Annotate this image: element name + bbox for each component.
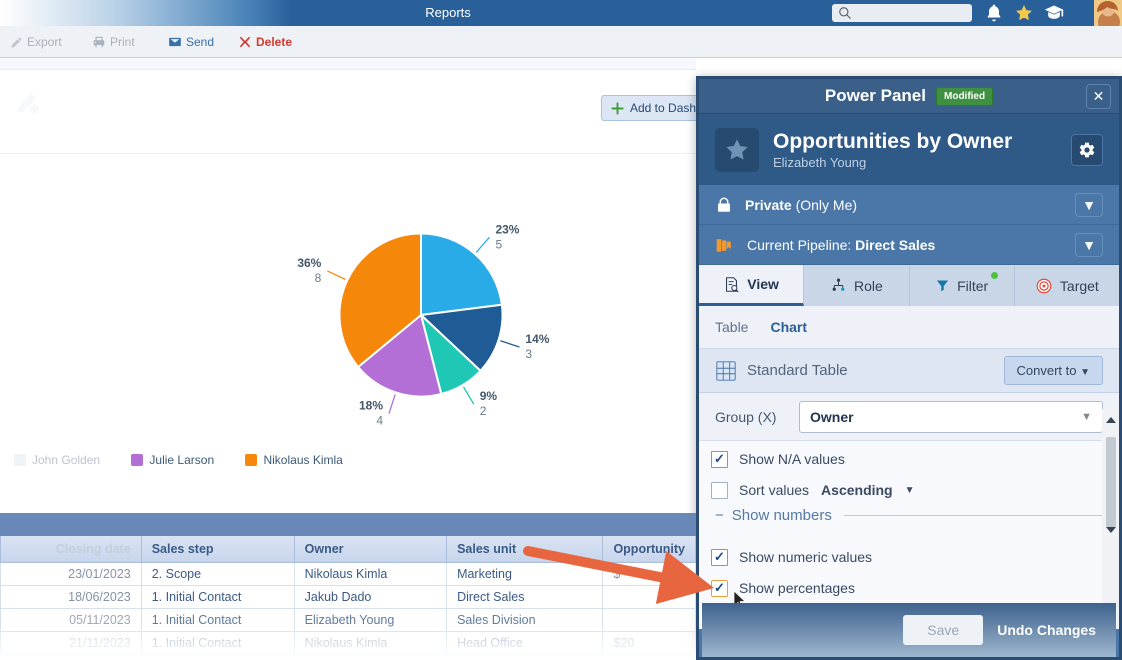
svg-text:14%: 14% <box>525 332 549 346</box>
svg-text:8: 8 <box>315 271 322 285</box>
svg-text:18%: 18% <box>359 398 383 412</box>
svg-text:3: 3 <box>525 347 532 361</box>
svg-text:36%: 36% <box>297 256 321 270</box>
svg-text:23%: 23% <box>495 222 519 236</box>
svg-text:5: 5 <box>495 237 502 251</box>
svg-text:9%: 9% <box>480 389 498 403</box>
svg-text:4: 4 <box>376 413 383 427</box>
svg-text:2: 2 <box>480 404 487 418</box>
